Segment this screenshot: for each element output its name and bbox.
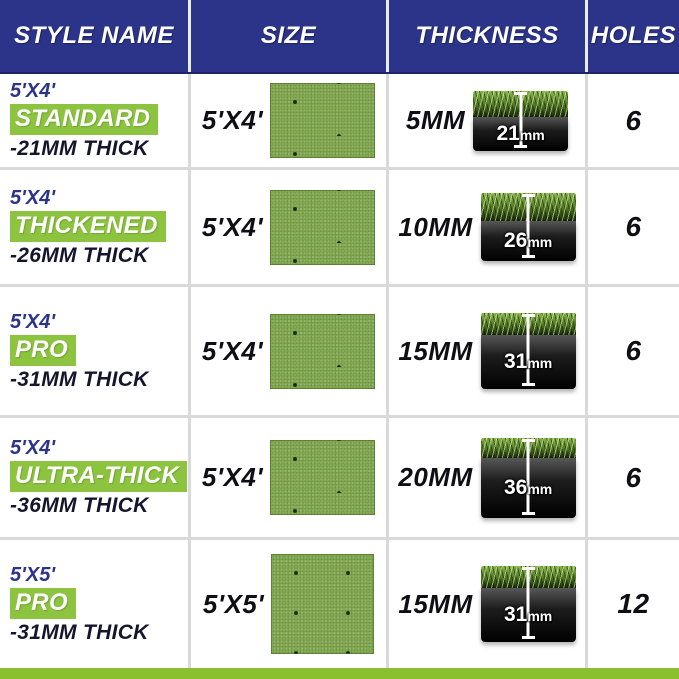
style-name-cell: 5'X5' PRO -31MM THICK — [0, 540, 191, 668]
mm-value: 36 — [503, 475, 528, 499]
size-cell: 5'X5' — [191, 540, 389, 668]
measured-thickness-label: 31mm — [504, 350, 552, 374]
measured-thickness-label: 21mm — [497, 122, 545, 146]
style-size-tag: 5'X4' — [10, 310, 56, 333]
style-size-tag: 5'X4' — [10, 80, 56, 102]
style-thickness-tag: -31MM THICK — [10, 620, 149, 644]
size-cell: 5'X4' — [191, 287, 389, 415]
style-thickness-tag: -21MM THICK — [10, 137, 149, 160]
turf-mat-image — [270, 189, 376, 265]
style-size-tag: 5'X4' — [10, 437, 56, 459]
mm-unit: mm — [519, 126, 545, 143]
size-value: 5'X4' — [201, 462, 264, 492]
style-name-cell: 5'X4' THICKENED -26MM THICK — [0, 170, 191, 284]
grass-cross-section-image: 26mm — [480, 193, 576, 261]
turf-mat-image — [270, 313, 376, 389]
thickness-cell: 20MM 36mm — [389, 418, 588, 537]
holes-value: 6 — [625, 461, 642, 493]
mm-unit: mm — [527, 234, 553, 250]
mm-value: 31 — [503, 603, 528, 626]
size-value: 5'X4' — [201, 211, 264, 242]
holes-value: 6 — [625, 335, 642, 366]
mm-unit: mm — [527, 608, 553, 624]
header-holes: HOLES — [590, 22, 677, 49]
thickness-value: 5MM — [405, 105, 466, 135]
measurement-line-icon — [526, 194, 530, 258]
thickness-value: 20MM — [398, 462, 473, 492]
mm-value: 31 — [503, 350, 528, 373]
measurement-line-icon — [526, 567, 530, 639]
size-value: 5'X4' — [201, 105, 264, 135]
style-name-badge: PRO — [10, 334, 76, 366]
measured-thickness-label: 36mm — [504, 476, 552, 500]
style-thickness-tag: -36MM THICK — [10, 494, 149, 517]
holes-cell: 6 — [588, 170, 679, 284]
style-name-badge: THICKENED — [10, 210, 166, 242]
grass-cross-section-image: 31mm — [480, 313, 576, 389]
thickness-cell: 5MM 21mm — [389, 74, 588, 167]
thickness-value: 10MM — [398, 211, 473, 242]
holes-cell: 12 — [588, 540, 679, 668]
table-header-row: STYLE NAME SIZE THICKNESS HOLES — [0, 0, 679, 74]
rubber-base-layer: 26mm — [480, 221, 576, 261]
style-name-cell: 5'X4' PRO -31MM THICK — [0, 287, 191, 415]
holes-cell: 6 — [588, 287, 679, 415]
turf-mat-image — [270, 83, 376, 158]
rubber-base-layer: 21mm — [473, 116, 569, 151]
holes-value: 6 — [625, 104, 642, 136]
table-row: 5'X4' ULTRA-THICK -36MM THICK 5'X4' 20MM… — [0, 418, 679, 540]
holes-cell: 6 — [588, 418, 679, 537]
header-thickness: THICKNESS — [389, 0, 588, 72]
turf-mat-image — [270, 440, 376, 515]
header-size: SIZE — [191, 0, 389, 72]
size-value: 5'X4' — [201, 335, 264, 366]
measured-thickness-label: 26mm — [504, 229, 552, 253]
bottom-accent-bar — [0, 668, 679, 679]
style-name-badge: ULTRA-THICK — [10, 461, 188, 492]
table-row: 5'X4' THICKENED -26MM THICK 5'X4' 10MM 2… — [0, 170, 679, 287]
thickness-cell: 15MM 31mm — [389, 287, 588, 415]
turf-mat-image — [271, 554, 375, 654]
size-value: 5'X5' — [202, 588, 265, 619]
style-size-tag: 5'X4' — [10, 186, 56, 209]
header-style-name: STYLE NAME — [0, 0, 191, 72]
thickness-value: 15MM — [398, 335, 473, 366]
grass-cross-section-image: 36mm — [480, 437, 576, 518]
grass-cross-section-image: 21mm — [473, 90, 569, 151]
measured-thickness-label: 31mm — [504, 603, 552, 627]
measurement-line-icon — [526, 438, 530, 515]
thickness-cell: 15MM 31mm — [389, 540, 588, 668]
style-name-badge: PRO — [10, 587, 76, 619]
size-cell: 5'X4' — [191, 170, 389, 284]
style-thickness-tag: -31MM THICK — [10, 367, 149, 391]
thickness-value: 15MM — [398, 588, 473, 619]
table-row: 5'X4' PRO -31MM THICK 5'X4' 15MM 31mm 6 — [0, 287, 679, 418]
mm-unit: mm — [527, 355, 553, 371]
size-cell: 5'X4' — [191, 74, 389, 167]
holes-cell: 6 — [588, 74, 679, 167]
size-cell: 5'X4' — [191, 418, 389, 537]
table-row: 5'X5' PRO -31MM THICK 5'X5' 15MM 31mm 12 — [0, 540, 679, 668]
style-thickness-tag: -26MM THICK — [10, 243, 149, 267]
holes-value: 12 — [617, 588, 650, 619]
mm-unit: mm — [527, 480, 553, 497]
holes-value: 6 — [625, 211, 642, 242]
mm-value: 26 — [503, 229, 528, 252]
style-name-badge: STANDARD — [10, 104, 159, 135]
style-name-cell: 5'X4' STANDARD -21MM THICK — [0, 74, 191, 167]
style-size-tag: 5'X5' — [10, 563, 56, 586]
grass-cross-section-image: 31mm — [480, 566, 576, 642]
style-name-cell: 5'X4' ULTRA-THICK -36MM THICK — [0, 418, 191, 537]
mm-value: 21 — [496, 121, 520, 145]
table-row: 5'X4' STANDARD -21MM THICK 5'X4' 5MM 21m… — [0, 74, 679, 170]
measurement-line-icon — [526, 314, 530, 386]
measurement-line-icon — [519, 91, 523, 148]
thickness-cell: 10MM 26mm — [389, 170, 588, 284]
